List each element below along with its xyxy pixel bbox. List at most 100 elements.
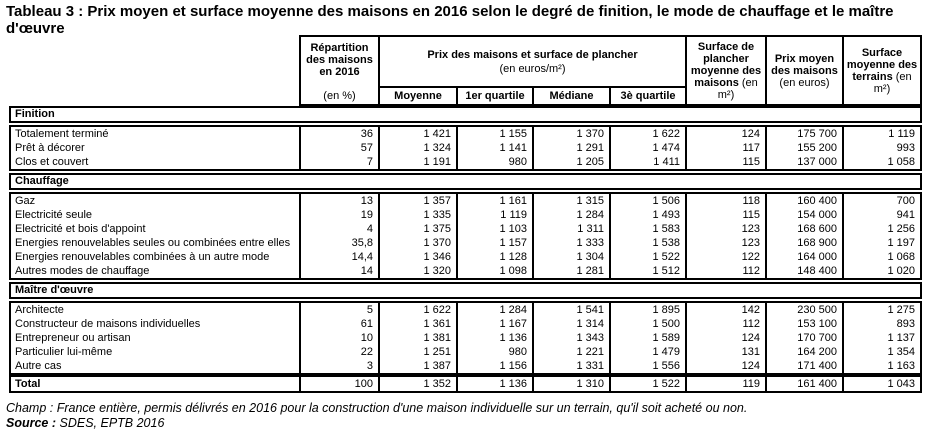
row-value: 124 (687, 359, 765, 373)
row-value: 1 020 (844, 264, 920, 278)
row-value: 112 (687, 317, 765, 331)
row-value: 1 128 (458, 250, 532, 264)
row-value: 22 (301, 345, 378, 359)
row-value: 124 (687, 127, 765, 141)
row-value: 1 506 (611, 194, 685, 208)
row-value: 115 (687, 208, 765, 222)
row-value: 700 (844, 194, 920, 208)
row-value: 1 197 (844, 236, 920, 250)
champ-line: Champ : France entière, permis délivrés … (6, 401, 747, 416)
header-prix-group: Prix des maisons et surface de plancher … (380, 37, 685, 86)
row-value: 1 493 (611, 208, 685, 222)
header-prix-group-title: Prix des maisons et surface de plancher (427, 48, 638, 61)
section-body: Totalement terminé 36 1 421 1 155 1 370 1 622… (9, 125, 922, 171)
row-value: 1 314 (534, 317, 609, 331)
row-value: 1 324 (380, 141, 456, 155)
row-value: 1 251 (380, 345, 456, 359)
header-col-mediane: Médiane (534, 88, 609, 104)
row-value: 1 205 (534, 155, 609, 169)
row-value: 160 400 (767, 194, 842, 208)
table-header: Répartition des maisons en 2016 (en %) P… (299, 35, 922, 106)
row-value: 941 (844, 208, 920, 222)
total-value: 100 (301, 377, 378, 391)
row-value: 155 200 (767, 141, 842, 155)
row-value: 1 583 (611, 222, 685, 236)
statistics-table: Répartition des maisons en 2016 (en %) P… (9, 35, 922, 393)
row-value: 36 (301, 127, 378, 141)
row-value: 1 137 (844, 331, 920, 345)
row-value: 893 (844, 317, 920, 331)
row-value: 19 (301, 208, 378, 222)
row-value: 123 (687, 222, 765, 236)
row-value: 230 500 (767, 303, 842, 317)
row-value: 1 512 (611, 264, 685, 278)
header-surface-terrains-title: Surface moyenne des terrains (846, 46, 918, 83)
row-value: 1 311 (534, 222, 609, 236)
row-label: Energies renouvelables seules ou combiné… (11, 236, 299, 250)
row-value: 1 357 (380, 194, 456, 208)
section-body: Gaz 13 1 357 1 161 1 315 1 506 118 160 400 700 El… (9, 192, 922, 280)
row-label: Architecte (11, 303, 299, 317)
section-label: Finition (15, 108, 55, 120)
champ-label: Champ : (6, 401, 54, 415)
total-row: Total 100 1 352 1 136 1 310 1 522 119 161 400 1 … (9, 375, 922, 393)
row-value: 170 700 (767, 331, 842, 345)
row-label: Particulier lui-même (11, 345, 299, 359)
table-title: Tableau 3 : Prix moyen et surface moyenn… (6, 3, 894, 37)
header-col-moyenne: Moyenne (380, 88, 456, 104)
row-value: 1 411 (611, 155, 685, 169)
header-surface-plancher-title: Surface de plancher moyenne des maisons (690, 40, 762, 89)
row-value: 153 100 (767, 317, 842, 331)
row-label: Totalement terminé (11, 127, 299, 141)
row-value: 1 500 (611, 317, 685, 331)
total-label: Total (11, 377, 299, 391)
row-label: Gaz (11, 194, 299, 208)
section-header: Finition (9, 106, 922, 123)
row-value: 1 589 (611, 331, 685, 345)
row-label: Energies renouvelables combinées à un au… (11, 250, 299, 264)
row-value: 1 068 (844, 250, 920, 264)
source-line: Source : SDES, EPTB 2016 (6, 416, 747, 431)
row-value: 1 331 (534, 359, 609, 373)
row-value: 980 (458, 155, 532, 169)
row-label: Entrepreneur ou artisan (11, 331, 299, 345)
header-prix-moyen-title: Prix moyen des maisons (771, 52, 838, 77)
total-value: 1 043 (844, 377, 920, 391)
row-value: 1 556 (611, 359, 685, 373)
row-value: 1 370 (534, 127, 609, 141)
total-value: 1 136 (458, 377, 532, 391)
row-label: Constructeur de maisons individuelles (11, 317, 299, 331)
row-value: 175 700 (767, 127, 842, 141)
row-value: 168 900 (767, 236, 842, 250)
row-label: Electricité seule (11, 208, 299, 222)
row-value: 980 (458, 345, 532, 359)
row-value: 168 600 (767, 222, 842, 236)
header-col-3e-quartile: 3è quartile (611, 88, 685, 104)
header-prix-moyen-unit: (en euros) (779, 76, 830, 89)
row-value: 1 284 (534, 208, 609, 222)
row-value: 124 (687, 331, 765, 345)
row-value: 1 098 (458, 264, 532, 278)
row-value: 1 281 (534, 264, 609, 278)
row-value: 1 058 (844, 155, 920, 169)
header-surface-plancher-unit: (en m²) (717, 76, 758, 101)
row-label: Autres modes de chauffage (11, 264, 299, 278)
total-value: 161 400 (767, 377, 842, 391)
total-value: 1 310 (534, 377, 609, 391)
row-value: 1 275 (844, 303, 920, 317)
row-value: 1 291 (534, 141, 609, 155)
row-value: 1 622 (380, 303, 456, 317)
section-body: Architecte 5 1 622 1 284 1 541 1 895 142 230 50… (9, 301, 922, 375)
row-value: 1 522 (611, 250, 685, 264)
row-value: 1 421 (380, 127, 456, 141)
total-value: 1 352 (380, 377, 456, 391)
row-value: 1 320 (380, 264, 456, 278)
section-header: Chauffage (9, 173, 922, 190)
row-value: 1 156 (458, 359, 532, 373)
row-value: 1 333 (534, 236, 609, 250)
row-value: 131 (687, 345, 765, 359)
row-value: 993 (844, 141, 920, 155)
row-value: 1 119 (458, 208, 532, 222)
table-footer: Champ : France entière, permis délivrés … (6, 401, 747, 431)
